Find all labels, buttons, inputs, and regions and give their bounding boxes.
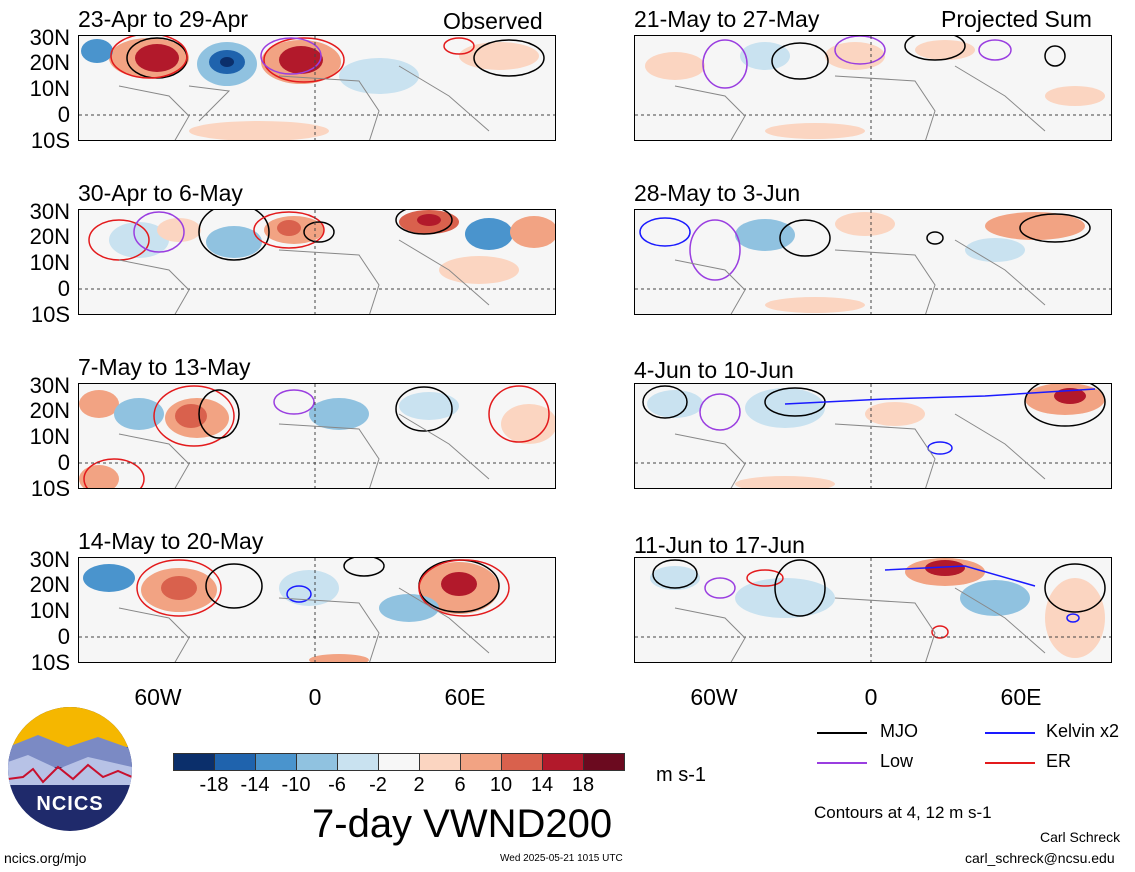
author: Carl Schreck	[1040, 829, 1121, 845]
lat-label: 30N	[29, 25, 70, 50]
lat-label: 20N	[29, 224, 70, 249]
contour-note: Contours at 4, 12 m s-1	[814, 803, 992, 822]
lat-label: 10N	[29, 76, 70, 101]
colorbar-swatch	[501, 753, 543, 771]
lat-label: 20N	[29, 398, 70, 423]
lat-label: 0	[57, 276, 70, 301]
colorbar-swatch	[460, 753, 502, 771]
panel-title: 23-Apr to 29-Apr	[78, 6, 249, 32]
legend-kelvin-line	[985, 732, 1035, 734]
colorbar-label: 2	[413, 774, 425, 796]
legend-kelvin-label: Kelvin x2	[1046, 721, 1120, 741]
colorbar-label: 10	[489, 774, 513, 796]
map-panel	[78, 383, 556, 489]
map-panel	[634, 209, 1112, 315]
colorbar-swatch	[173, 753, 215, 771]
lat-label: 10S	[30, 476, 70, 501]
lon-label: 0	[308, 684, 322, 710]
colorbar-swatch	[583, 753, 625, 771]
colorbar-swatch	[337, 753, 379, 771]
lat-label: 10N	[29, 250, 70, 275]
colorbar-units: m s-1	[656, 764, 706, 786]
colorbar-label: -2	[369, 774, 387, 796]
colorbar-label: -18	[199, 774, 229, 796]
ncics-logo: NCICS	[8, 707, 132, 831]
map-panel	[78, 209, 556, 315]
lon-label: 0	[864, 684, 878, 710]
timestamp: Wed 2025-05-21 1015 UTC	[500, 853, 623, 864]
legend-mjo-label: MJO	[880, 721, 918, 741]
colorbar-swatch	[214, 753, 256, 771]
panel-title: 4-Jun to 10-Jun	[634, 357, 794, 383]
panel-title: 14-May to 20-May	[78, 528, 264, 554]
lat-label: 10N	[29, 424, 70, 449]
lon-label: 60W	[690, 684, 738, 710]
legend-er-line	[985, 762, 1035, 764]
legend-mjo-line	[817, 732, 867, 734]
map-panel	[634, 383, 1112, 489]
panel-title: 21-May to 27-May	[634, 6, 820, 32]
colorbar-swatch	[542, 753, 584, 771]
colorbar-label: -6	[328, 774, 346, 796]
lat-label: 10S	[30, 650, 70, 675]
lat-label: 10S	[30, 302, 70, 327]
lat-label: 20N	[29, 50, 70, 75]
lat-label: 0	[57, 624, 70, 649]
lon-label: 60E	[444, 684, 486, 710]
legend-low-line	[817, 762, 867, 764]
colorbar-swatch	[419, 753, 461, 771]
lon-label: 60E	[1000, 684, 1042, 710]
panel-tag: Projected Sum	[941, 6, 1092, 32]
map-panel	[634, 35, 1112, 141]
legend-low-label: Low	[880, 751, 914, 771]
logo-text: NCICS	[36, 793, 104, 815]
colorbar-label: 14	[530, 774, 554, 796]
panel-title: 7-May to 13-May	[78, 354, 251, 380]
map-panel	[78, 35, 556, 141]
panel-title: 11-Jun to 17-Jun	[634, 532, 805, 558]
lat-label: 30N	[29, 199, 70, 224]
map-panel	[634, 557, 1112, 663]
lat-label: 30N	[29, 547, 70, 572]
lat-label: 30N	[29, 373, 70, 398]
site-link[interactable]: ncics.org/mjo	[4, 850, 87, 866]
colorbar-label: -14	[240, 774, 270, 796]
colorbar-label: 6	[454, 774, 466, 796]
colorbar-label: -10	[281, 774, 311, 796]
email[interactable]: carl_schreck@ncsu.edu	[965, 850, 1115, 866]
panel-title: 30-Apr to 6-May	[78, 180, 243, 206]
colorbar-swatch	[255, 753, 297, 771]
lat-label: 0	[57, 450, 70, 475]
lat-label: 20N	[29, 572, 70, 597]
panel-title: 28-May to 3-Jun	[634, 180, 801, 206]
colorbar-swatch	[296, 753, 338, 771]
figure-title: 7-day VWND200	[312, 802, 613, 846]
panel-tag: Observed	[443, 8, 543, 34]
legend-er-label: ER	[1046, 751, 1072, 771]
lon-label: 60W	[134, 684, 182, 710]
lat-label: 10S	[30, 128, 70, 153]
map-panel	[78, 557, 556, 663]
colorbar-label: 18	[571, 774, 595, 796]
lat-label: 10N	[29, 598, 70, 623]
lat-label: 0	[57, 102, 70, 127]
colorbar-swatch	[378, 753, 420, 771]
